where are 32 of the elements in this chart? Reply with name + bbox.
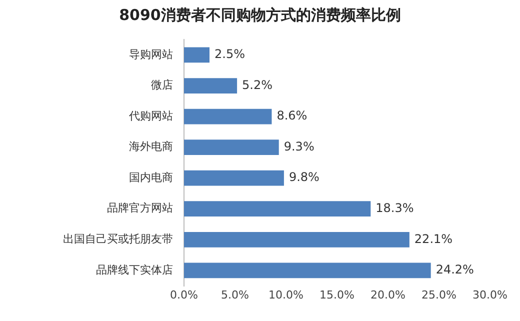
chart-title: 8090消费者不同购物方式的消费频率比例 bbox=[118, 6, 402, 25]
data-label: 9.3% bbox=[284, 139, 314, 154]
bar bbox=[184, 170, 284, 186]
data-label: 9.8% bbox=[288, 170, 320, 184]
data-label: 22.1% bbox=[414, 232, 453, 246]
bar bbox=[184, 108, 272, 124]
y-tick-label: 微店 bbox=[151, 78, 173, 92]
x-tick-label: 25.0% bbox=[422, 288, 456, 302]
x-tick-label: 10.0% bbox=[268, 288, 304, 302]
y-tick-label: 出国自己买或托朋友带 bbox=[63, 232, 173, 246]
x-tick-label: 5.0% bbox=[221, 288, 249, 302]
x-tick-label: 30.0% bbox=[472, 288, 508, 302]
y-tick-label: 导购网站 bbox=[129, 48, 173, 61]
bar bbox=[184, 262, 431, 278]
y-tick-label: 品牌线下实体店 bbox=[96, 263, 173, 276]
x-tick-label: 15.0% bbox=[320, 288, 354, 302]
bar bbox=[184, 78, 238, 94]
x-tick-label: 20.0% bbox=[370, 288, 406, 302]
bar bbox=[184, 232, 410, 248]
bar bbox=[184, 201, 371, 217]
y-tick-label: 国内电商 bbox=[129, 170, 173, 184]
data-label: 18.3% bbox=[376, 200, 414, 215]
y-tick-label: 代购网站 bbox=[128, 109, 173, 122]
bar bbox=[184, 140, 279, 156]
y-tick-label: 品牌官方网站 bbox=[107, 202, 173, 215]
x-tick-label: 0.0% bbox=[170, 288, 198, 302]
data-label: 24.2% bbox=[436, 262, 474, 277]
bar bbox=[184, 47, 210, 63]
data-label: 5.2% bbox=[242, 78, 273, 92]
y-tick-label: 海外电商 bbox=[129, 140, 173, 154]
data-label: 8.6% bbox=[276, 108, 308, 123]
data-label: 2.5% bbox=[214, 47, 245, 62]
